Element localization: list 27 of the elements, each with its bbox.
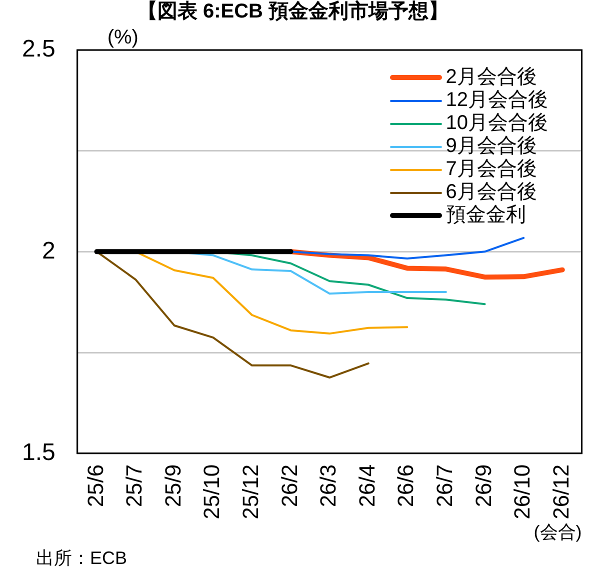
x-tick-label: 25/12 [238,464,264,520]
legend-label: 7月会合後 [446,158,537,181]
x-tick-label: 26/10 [510,464,535,520]
legend-label: 9月会合後 [446,135,537,158]
legend-label: 預金金利 [446,204,526,227]
text: 出所：ECB [36,547,128,570]
chart-title: 【図表 6:ECB 預金金利市場予想】 [137,0,449,23]
x-tick-label: 25/7 [122,464,147,508]
x-tick-label: 26/12 [548,464,574,520]
legend-label: 10月会合後 [446,112,548,135]
x-axis-title: (会合) [534,522,582,542]
x-tick-label: 26/9 [470,464,496,508]
legend-label: 2月会合後 [446,66,537,89]
x-tick-label: 26/3 [316,464,341,508]
x-tick-label: 25/10 [199,464,224,520]
x-tick-label: 26/6 [393,464,418,508]
x-tick-label: 26/2 [276,464,302,508]
y-tick-label: 2 [42,237,56,264]
y-tick-label: 2.5 [22,36,56,63]
y-tick-label: 1.5 [22,438,56,466]
x-tick-label: 25/9 [160,464,186,508]
legend-label: 12月会合後 [446,89,548,112]
x-tick-label: 25/6 [82,464,108,508]
x-tick-label: 26/7 [432,464,458,508]
legend-label: 6月会合後 [446,181,537,204]
x-tick-label: 26/4 [354,464,380,508]
y-axis-title: (%) [107,26,138,49]
